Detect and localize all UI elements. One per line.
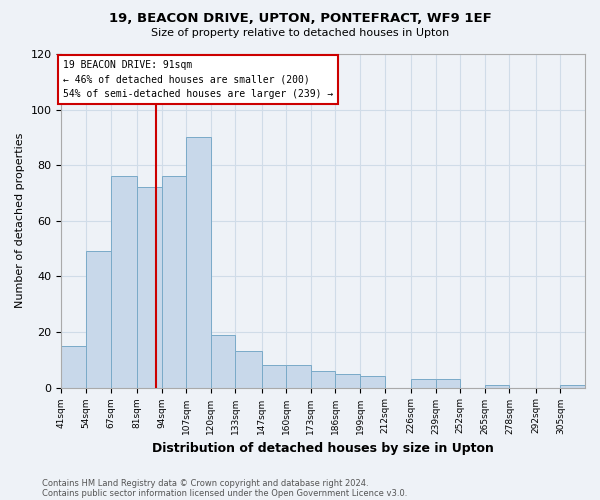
Bar (86, 252, 110, 388)
Bar (360, 376, 385, 388)
Bar (411, 379, 436, 388)
Bar (161, 176, 186, 388)
Text: Contains public sector information licensed under the Open Government Licence v3: Contains public sector information licen… (42, 488, 407, 498)
Bar (110, 176, 137, 388)
Text: Size of property relative to detached houses in Upton: Size of property relative to detached ho… (151, 28, 449, 38)
Bar (61, 346, 86, 388)
Bar (137, 188, 161, 388)
Text: 19, BEACON DRIVE, UPTON, PONTEFRACT, WF9 1EF: 19, BEACON DRIVE, UPTON, PONTEFRACT, WF9… (109, 12, 491, 26)
Y-axis label: Number of detached properties: Number of detached properties (15, 133, 25, 308)
Bar (211, 335, 235, 388)
Text: Contains HM Land Registry data © Crown copyright and database right 2024.: Contains HM Land Registry data © Crown c… (42, 478, 368, 488)
Bar (560, 385, 585, 388)
Bar (335, 374, 360, 388)
Bar (311, 371, 335, 388)
Bar (262, 366, 286, 388)
Text: 19 BEACON DRIVE: 91sqm
← 46% of detached houses are smaller (200)
54% of semi-de: 19 BEACON DRIVE: 91sqm ← 46% of detached… (63, 60, 334, 99)
Bar (485, 385, 509, 388)
Bar (286, 366, 311, 388)
Bar (235, 352, 262, 388)
X-axis label: Distribution of detached houses by size in Upton: Distribution of detached houses by size … (152, 442, 494, 455)
Bar (436, 379, 460, 388)
Bar (186, 138, 211, 388)
